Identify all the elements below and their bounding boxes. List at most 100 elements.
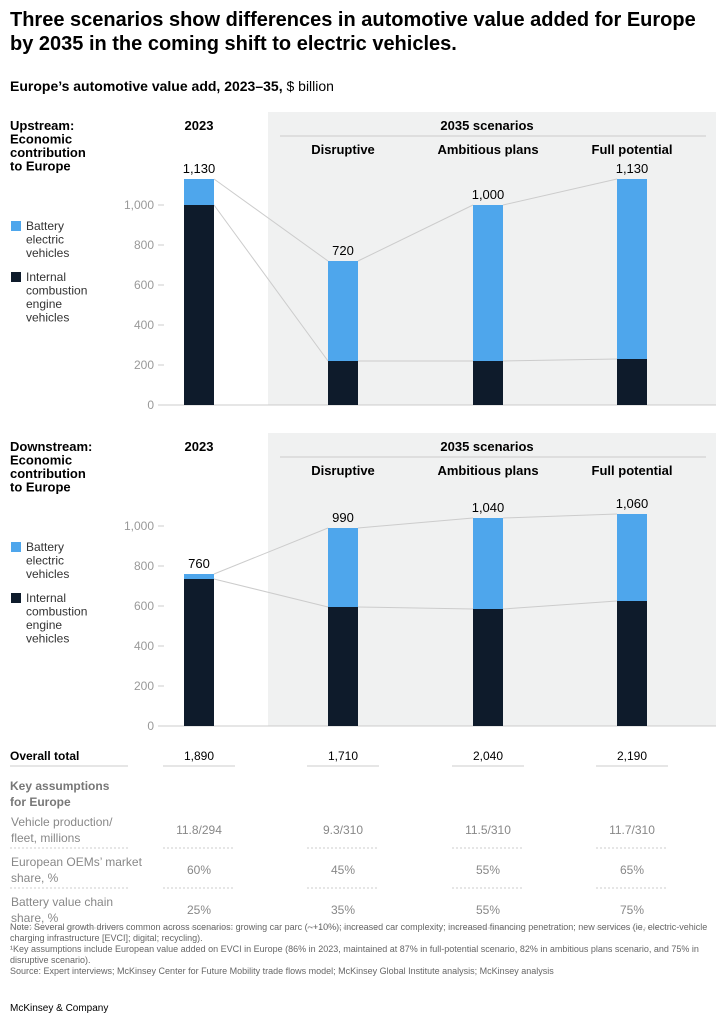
overall-total-value: 2,040 (473, 749, 503, 763)
assumption-value: 75% (620, 903, 644, 917)
note: Note: Several growth drivers common acro… (10, 922, 708, 943)
panel-title: Downstream: (10, 439, 92, 454)
bar-bev (617, 514, 647, 601)
scenario-header: 2035 scenarios (440, 439, 533, 454)
category-label: Ambitious plans (437, 463, 538, 478)
category-label: Ambitious plans (437, 142, 538, 157)
assumption-value: 9.3/310 (323, 823, 363, 837)
exhibit-title: Three scenarios show differences in auto… (10, 9, 696, 55)
legend-label-bev: vehicles (26, 246, 69, 260)
assumptions-heading: for Europe (10, 795, 71, 809)
legend-label-bev: electric (26, 233, 64, 247)
subtitle-unit: $ billion (286, 78, 334, 94)
assumption-label: Vehicle production/ (11, 815, 113, 829)
scenario-header: 2035 scenarios (440, 118, 533, 133)
category-label: Disruptive (311, 142, 375, 157)
panel-title: contribution (10, 466, 86, 481)
assumption-label: share, % (11, 911, 59, 925)
y-tick-label: 0 (147, 398, 154, 412)
source: Source: Expert interviews; McKinsey Cent… (10, 966, 554, 976)
assumption-value: 55% (476, 863, 500, 877)
legend-label-bev: vehicles (26, 567, 69, 581)
total-connector (502, 513, 618, 519)
bar-bev (617, 179, 647, 359)
legend-label-ice: engine (26, 618, 62, 632)
total-connector (213, 527, 329, 575)
category-label: Disruptive (311, 463, 375, 478)
legend-label-ice: vehicles (26, 632, 69, 646)
subtitle-main: Europe’s automotive value add, 2023–35, (10, 78, 283, 94)
total-label: 990 (332, 510, 354, 525)
footnote: ¹Key assumptions include European value … (10, 944, 699, 965)
assumption-value: 65% (620, 863, 644, 877)
assumption-value: 45% (331, 863, 355, 877)
total-label: 1,130 (183, 161, 216, 176)
panel-title: to Europe (10, 159, 71, 174)
bar-ice (617, 359, 647, 405)
ice-connector (213, 578, 329, 608)
overall-total-value: 1,710 (328, 749, 358, 763)
panel-title: to Europe (10, 480, 71, 495)
bar-bev (328, 528, 358, 607)
notes: Note: Several growth drivers common acro… (10, 922, 710, 977)
assumption-label: share, % (11, 871, 59, 885)
assumptions-heading: Key assumptions (10, 779, 110, 793)
y-tick-label: 600 (134, 599, 154, 613)
y-tick-label: 600 (134, 278, 154, 292)
exhibit-subtitle: Europe’s automotive value add, 2023–35, … (10, 78, 334, 94)
bar-ice (328, 361, 358, 405)
assumption-value: 11.8/294 (176, 823, 222, 837)
y-tick-label: 400 (134, 639, 154, 653)
ice-connector (357, 606, 474, 610)
total-label: 1,040 (472, 500, 505, 515)
y-tick-label: 1,000 (124, 198, 154, 212)
assumption-label: Battery value chain (11, 895, 113, 909)
overall-total-value: 1,890 (184, 749, 214, 763)
panel-title: Economic (10, 132, 72, 147)
bar-bev (473, 518, 503, 609)
brand-logo: McKinsey & Company (10, 1003, 109, 1014)
assumption-value: 11.5/310 (465, 823, 511, 837)
assumption-label: European OEMs’ market (11, 855, 143, 869)
legend-swatch-bev (11, 542, 21, 552)
ice-connector (502, 358, 618, 362)
legend-label-bev: Battery (26, 219, 64, 233)
legend-label-bev: electric (26, 554, 64, 568)
category-label: 2023 (185, 118, 214, 133)
total-connector (357, 517, 474, 529)
y-tick-label: 400 (134, 318, 154, 332)
y-tick-label: 1,000 (124, 519, 154, 533)
legend-label-bev: Battery (26, 540, 64, 554)
y-tick-label: 200 (134, 358, 154, 372)
legend-swatch-ice (11, 593, 21, 603)
legend-swatch-ice (11, 272, 21, 282)
legend-label-ice: Internal (26, 270, 66, 284)
ice-connector (213, 204, 329, 362)
legend-swatch-bev (11, 221, 21, 231)
bar-bev (473, 205, 503, 361)
y-tick-label: 800 (134, 559, 154, 573)
assumption-value: 35% (331, 903, 355, 917)
bar-ice (328, 607, 358, 726)
panel-title: contribution (10, 145, 86, 160)
total-connector (357, 204, 474, 262)
legend-label-ice: combustion (26, 284, 87, 298)
y-tick-label: 200 (134, 679, 154, 693)
bar-bev (328, 261, 358, 361)
total-label: 1,130 (616, 161, 649, 176)
legend-label-ice: combustion (26, 605, 87, 619)
category-label: Full potential (592, 463, 673, 478)
y-tick-label: 800 (134, 238, 154, 252)
category-label: 2023 (185, 439, 214, 454)
panel-title: Economic (10, 453, 72, 468)
ice-connector (502, 600, 618, 610)
total-label: 720 (332, 243, 354, 258)
assumption-value: 60% (187, 863, 211, 877)
legend-label-ice: Internal (26, 591, 66, 605)
panel-title: Upstream: (10, 118, 74, 133)
bar-ice (184, 205, 214, 405)
assumption-value: 55% (476, 903, 500, 917)
total-connector (502, 178, 618, 206)
